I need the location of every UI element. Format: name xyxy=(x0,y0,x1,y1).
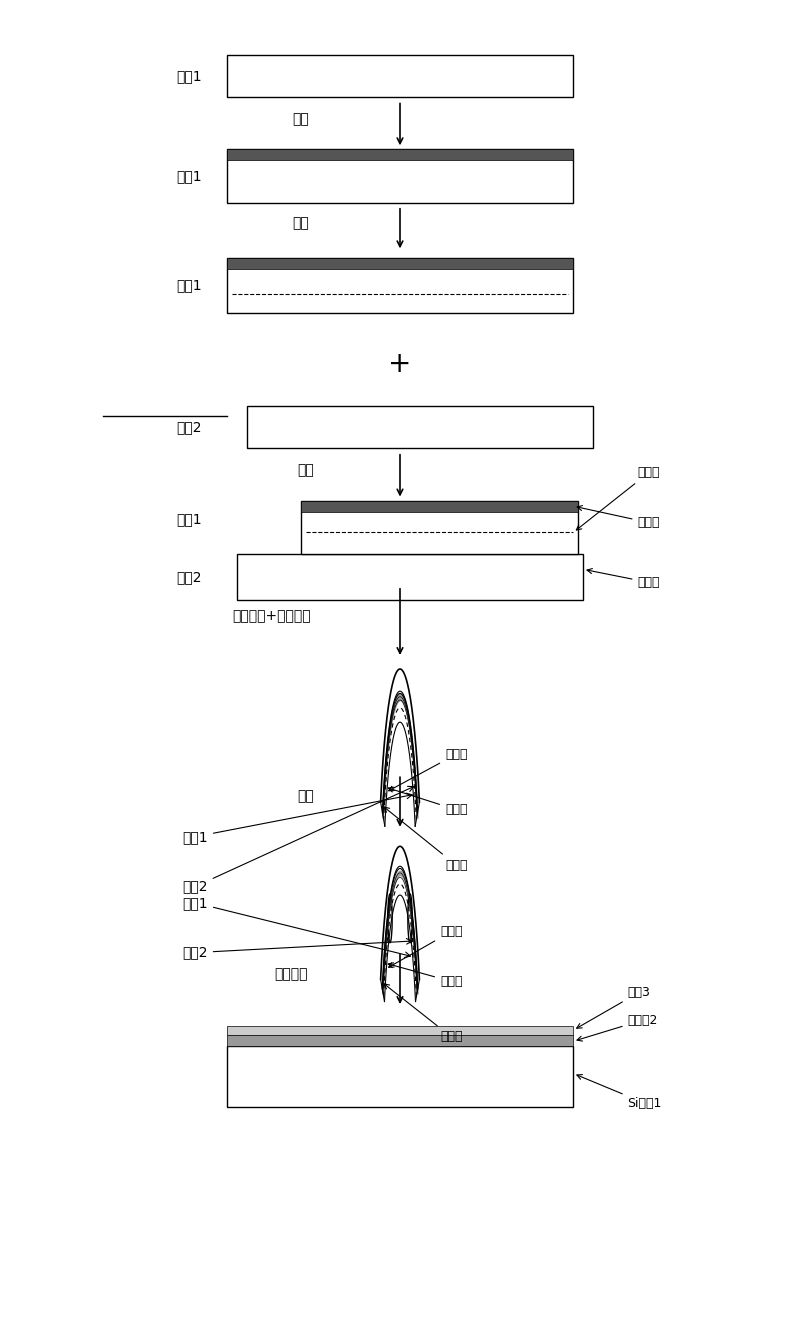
Text: 注氢层: 注氢层 xyxy=(389,748,467,791)
Text: 硅片2: 硅片2 xyxy=(177,420,202,435)
Bar xyxy=(227,150,573,202)
Bar xyxy=(227,1026,573,1034)
Bar xyxy=(227,258,573,269)
Text: 边界处: 边界处 xyxy=(587,569,660,589)
Text: 卸架: 卸架 xyxy=(298,789,314,803)
Text: 硅片1: 硅片1 xyxy=(177,169,202,183)
Bar xyxy=(227,1046,573,1107)
Text: 硅片2: 硅片2 xyxy=(182,787,414,894)
Text: 氧化层: 氧化层 xyxy=(577,506,660,529)
Bar xyxy=(246,407,593,448)
Text: 硅片2: 硅片2 xyxy=(182,938,412,959)
Text: 顶层3: 顶层3 xyxy=(577,986,650,1028)
Text: 边界处: 边界处 xyxy=(384,983,462,1044)
Bar xyxy=(227,150,573,161)
Text: 注氢层: 注氢层 xyxy=(576,466,660,530)
Text: 硅片1: 硅片1 xyxy=(177,70,202,83)
Text: Si衬底1: Si衬底1 xyxy=(577,1074,662,1109)
Text: 硅片1: 硅片1 xyxy=(182,895,410,958)
Text: 氧化层: 氧化层 xyxy=(388,963,462,987)
Bar xyxy=(237,554,583,601)
Text: 硅片2: 硅片2 xyxy=(177,570,202,583)
Text: 绝缘层2: 绝缘层2 xyxy=(577,1014,658,1041)
Text: 硅片1: 硅片1 xyxy=(177,512,202,526)
Bar xyxy=(227,258,573,313)
Text: 机械弯曲+键合退火: 机械弯曲+键合退火 xyxy=(232,609,310,624)
Text: 硅片1: 硅片1 xyxy=(177,278,202,293)
Bar xyxy=(227,55,573,98)
Text: 注氢: 注氢 xyxy=(293,215,310,230)
Text: 贴合: 贴合 xyxy=(298,463,314,478)
Bar xyxy=(227,1034,573,1046)
Text: 硅片1: 硅片1 xyxy=(182,793,412,844)
Bar xyxy=(301,500,578,554)
Text: 高温剥离: 高温剥离 xyxy=(274,967,308,981)
Text: 氧化: 氧化 xyxy=(293,112,310,126)
Text: 氧化层: 氧化层 xyxy=(388,787,467,816)
Text: 注氢层: 注氢层 xyxy=(389,925,462,967)
Bar xyxy=(301,500,578,511)
Text: +: + xyxy=(388,351,412,379)
Text: 边界处: 边界处 xyxy=(384,807,467,871)
